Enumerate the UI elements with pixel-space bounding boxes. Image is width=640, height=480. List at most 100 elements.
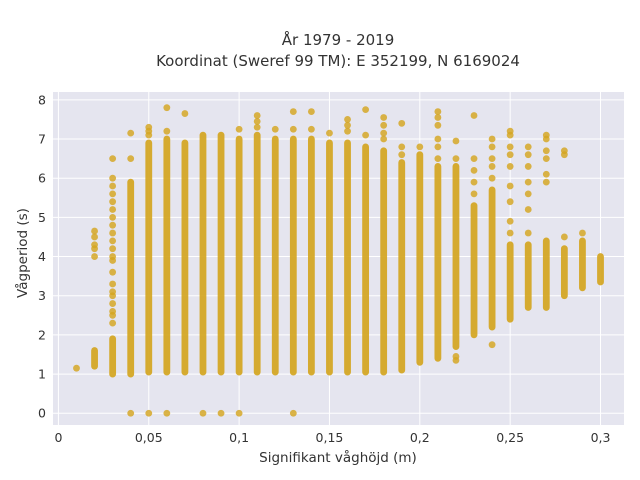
data-point — [398, 151, 406, 159]
y-tick-label: 0 — [38, 406, 46, 421]
data-point — [434, 135, 442, 143]
data-point — [542, 155, 550, 163]
data-point — [344, 127, 351, 135]
y-tick-label: 3 — [38, 288, 46, 303]
data-point — [109, 307, 117, 315]
point-column — [289, 135, 297, 376]
data-point — [109, 190, 117, 198]
data-point — [109, 174, 117, 182]
point-column — [217, 131, 225, 376]
data-point — [524, 178, 532, 186]
y-tick-label: 2 — [38, 327, 46, 342]
data-point — [307, 125, 315, 133]
point-column — [91, 347, 98, 370]
x-tick-label: 0,2 — [410, 430, 430, 445]
y-axis-label: Vågperiod (s) — [14, 208, 31, 298]
y-tick-label: 4 — [38, 249, 46, 264]
data-point — [524, 143, 532, 151]
point-column — [235, 135, 243, 376]
point-column — [271, 135, 279, 376]
point-column — [488, 186, 496, 331]
data-point — [109, 198, 117, 206]
data-point — [235, 125, 243, 133]
data-point — [524, 190, 532, 198]
data-point — [470, 155, 478, 163]
data-point — [73, 364, 80, 372]
point-column — [452, 163, 460, 351]
point-column — [127, 178, 135, 378]
data-point — [91, 233, 98, 241]
data-point — [181, 110, 189, 117]
point-column — [398, 159, 406, 374]
data-point — [542, 178, 550, 186]
point-column — [542, 237, 550, 311]
data-point — [452, 353, 460, 360]
data-point — [434, 108, 442, 115]
data-point — [127, 129, 135, 137]
data-point — [434, 143, 442, 151]
data-point — [398, 119, 406, 127]
data-point — [109, 229, 117, 237]
y-tick-labels: 0 1 2 3 4 5 6 7 8 — [38, 92, 46, 420]
y-tick-label: 1 — [38, 367, 46, 382]
data-point — [91, 241, 98, 249]
data-point — [109, 213, 117, 221]
data-point — [344, 121, 351, 129]
data-point — [434, 155, 442, 163]
x-tick-labels: 0 0,05 0,1 0,15 0,2 0,25 0,3 — [54, 430, 610, 445]
data-point — [109, 300, 117, 307]
data-point — [235, 409, 243, 417]
point-column — [380, 147, 388, 376]
x-tick-label: 0,3 — [591, 430, 611, 445]
data-point — [91, 227, 98, 235]
data-point — [362, 131, 370, 139]
chart-title: År 1979 - 2019 — [282, 30, 395, 49]
plot-area — [53, 92, 624, 425]
point-column — [307, 135, 315, 376]
data-point — [289, 409, 297, 417]
data-point — [506, 182, 514, 190]
data-point — [524, 206, 532, 213]
data-point — [470, 166, 478, 174]
data-point — [362, 106, 370, 114]
data-point — [524, 151, 532, 159]
chart-subtitle: Koordinat (Sweref 99 TM): E 352199, N 61… — [156, 52, 520, 70]
data-point — [380, 114, 388, 121]
data-point — [380, 121, 388, 129]
data-point — [163, 104, 171, 112]
point-column — [506, 241, 514, 323]
y-tick-label: 6 — [38, 171, 46, 186]
data-point — [380, 135, 388, 143]
data-point — [109, 253, 117, 260]
data-point — [488, 341, 496, 349]
data-point — [524, 229, 532, 237]
x-tick-label: 0,15 — [316, 430, 344, 445]
data-point — [506, 163, 514, 170]
data-point — [470, 190, 478, 198]
data-point — [217, 409, 225, 417]
data-point — [560, 147, 568, 155]
data-point — [109, 288, 117, 296]
data-point — [488, 174, 496, 182]
point-column — [145, 139, 153, 376]
data-point — [488, 135, 496, 143]
data-point — [109, 206, 117, 213]
data-point — [506, 143, 514, 151]
point-column — [524, 241, 532, 311]
data-point — [542, 131, 550, 139]
data-point — [307, 108, 315, 115]
data-points — [73, 104, 604, 417]
data-point — [542, 170, 550, 178]
data-point — [506, 229, 514, 237]
x-tick-label: 0,25 — [496, 430, 524, 445]
data-point — [289, 108, 297, 115]
data-point — [163, 409, 171, 417]
data-point — [398, 143, 406, 151]
data-point — [109, 280, 117, 288]
data-point — [524, 163, 532, 170]
data-point — [488, 163, 496, 170]
data-point — [579, 229, 586, 237]
data-point — [127, 155, 135, 163]
y-tick-label: 7 — [38, 132, 46, 147]
data-point — [253, 123, 261, 131]
